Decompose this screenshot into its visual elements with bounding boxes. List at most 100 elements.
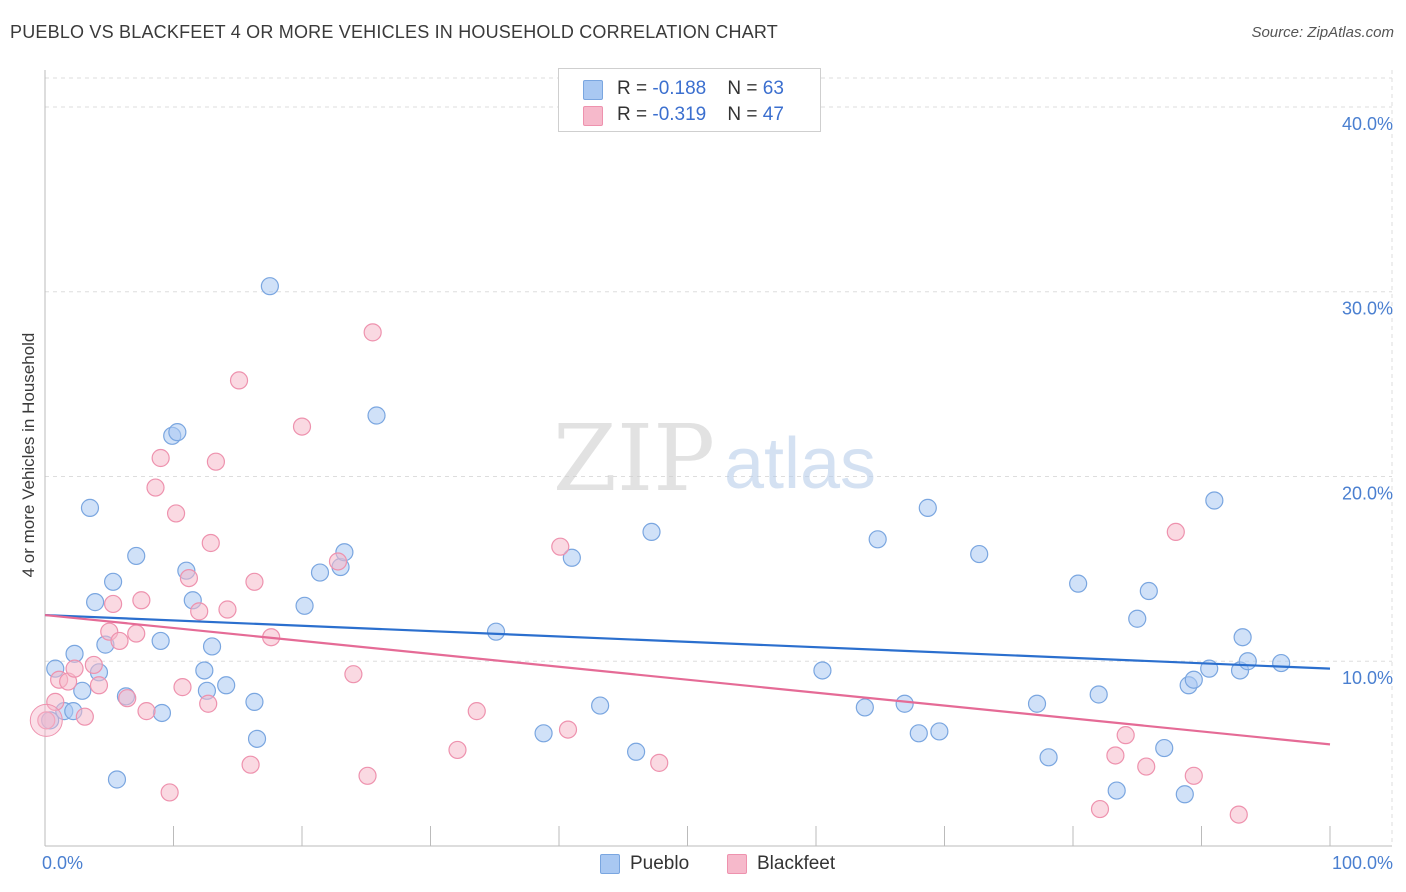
pueblo-point: [486, 622, 506, 641]
blackfeet-point: [173, 678, 192, 697]
blackfeet-point: [1137, 757, 1156, 776]
blackfeet-point: [46, 692, 65, 711]
watermark-atlas: atlas: [724, 424, 876, 504]
blackfeet-point: [75, 707, 94, 726]
pueblo-point: [104, 572, 123, 591]
blackfeet-point: [160, 783, 179, 802]
blackfeet-point: [344, 665, 363, 684]
trend-line-pueblo: [44, 613, 1331, 670]
pueblo-point: [534, 724, 553, 743]
blackfeet-point: [1229, 805, 1248, 824]
pueblo-point: [1107, 781, 1126, 800]
blackfeet-point: [245, 572, 264, 591]
pueblo-point: [295, 596, 314, 615]
pueblo-point: [909, 724, 928, 743]
blackfeet-point: [151, 448, 170, 468]
blackfeet-point: [179, 568, 199, 588]
blackfeet-points: [29, 323, 1248, 824]
pueblo-point: [152, 703, 172, 723]
correlation-legend: R = -0.188 N = 63 R = -0.319 N = 47: [558, 68, 821, 132]
pueblo-point: [107, 770, 127, 789]
series-swatch-pueblo: [600, 854, 620, 874]
pueblo-point: [626, 742, 646, 761]
blackfeet-point: [84, 655, 103, 675]
pueblo-point: [868, 530, 887, 549]
pueblo-point: [1027, 694, 1047, 713]
blackfeet-point: [206, 452, 226, 471]
blackfeet-point: [358, 766, 377, 785]
y-tick-label: 40.0%: [1342, 114, 1393, 134]
blackfeet-point: [1116, 726, 1135, 745]
pueblo-point: [1139, 581, 1158, 601]
pueblo-point: [367, 406, 386, 425]
y-tick-label: 30.0%: [1342, 299, 1393, 319]
y-tick-label: 10.0%: [1342, 668, 1393, 688]
pueblo-point: [591, 696, 610, 715]
x-tick-label-min: 0.0%: [42, 853, 83, 873]
trend-lines: [44, 613, 1331, 746]
blackfeet-point: [65, 659, 84, 678]
legend-n-value: 63: [762, 78, 784, 99]
blackfeet-point: [241, 755, 260, 774]
pueblo-point: [260, 277, 279, 296]
legend-n-label: N =: [727, 78, 763, 99]
blackfeet-point: [201, 533, 220, 553]
pueblo-points: [41, 277, 1291, 804]
legend-swatch-blackfeet: [583, 106, 603, 126]
series-name-blackfeet: Blackfeet: [757, 853, 836, 874]
blackfeet-point: [467, 702, 486, 721]
x-tick-label-max: 100.0%: [1332, 853, 1393, 873]
blackfeet-point: [363, 323, 382, 342]
blackfeet-point: [448, 740, 467, 760]
blackfeet-point: [218, 600, 237, 619]
pueblo-point: [895, 694, 914, 713]
pueblo-point: [855, 698, 874, 717]
legend-n-label: N =: [727, 104, 763, 125]
legend-r-label: R =: [617, 78, 653, 99]
blackfeet-point: [127, 624, 146, 643]
blackfeet-point: [137, 702, 156, 721]
series-name-pueblo: Pueblo: [630, 853, 690, 874]
blackfeet-point-large: [29, 703, 63, 737]
pueblo-point: [247, 729, 267, 748]
pueblo-point: [1233, 628, 1252, 647]
pueblo-point: [1089, 685, 1108, 704]
chart-title: PUEBLO VS BLACKFEET 4 OR MORE VEHICLES I…: [10, 22, 778, 42]
blackfeet-point: [89, 676, 109, 695]
pueblo-point: [1039, 748, 1058, 767]
pueblo-point: [310, 563, 330, 582]
watermark: ZIP atlas: [553, 405, 876, 512]
pueblo-point: [73, 681, 92, 700]
blackfeet-point: [558, 720, 578, 739]
blackfeet-point: [1184, 766, 1203, 785]
legend-r-value: -0.188: [652, 78, 707, 99]
series-swatch-blackfeet: [727, 854, 747, 874]
pueblo-point: [80, 498, 100, 517]
blackfeet-point: [1166, 522, 1185, 542]
blackfeet-point: [190, 602, 209, 621]
blackfeet-point: [132, 591, 151, 610]
pueblo-point: [202, 637, 222, 656]
blackfeet-point: [166, 504, 186, 523]
blackfeet-point: [199, 694, 218, 713]
trend-line-blackfeet: [44, 613, 1331, 746]
pueblo-point: [1069, 574, 1088, 593]
pueblo-point: [562, 548, 581, 567]
legend-n-value: 47: [762, 104, 784, 125]
pueblo-point: [245, 692, 264, 711]
pueblo-point: [1175, 785, 1194, 804]
pueblo-point: [195, 661, 214, 680]
legend-swatch-pueblo: [583, 80, 603, 100]
pueblo-point: [813, 661, 832, 680]
blackfeet-point: [292, 417, 312, 436]
pueblo-point: [1155, 738, 1174, 758]
y-tick-label: 20.0%: [1342, 483, 1393, 503]
y-axis-label: 4 or more Vehicles in Household: [19, 333, 38, 578]
pueblo-point: [151, 631, 170, 651]
pueblo-point: [86, 593, 105, 612]
blackfeet-point: [104, 594, 123, 614]
pueblo-point: [1272, 653, 1291, 673]
watermark-zip: ZIP: [553, 405, 715, 512]
blackfeet-point: [1090, 799, 1110, 819]
